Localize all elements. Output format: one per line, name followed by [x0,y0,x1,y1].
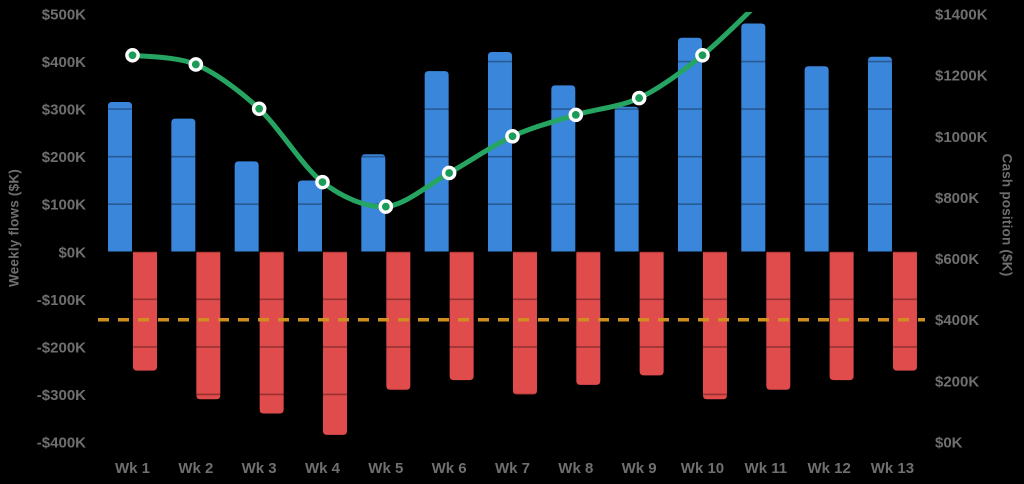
left-tick-label: $400K [42,54,86,71]
inflow-bar-wk-5 [361,154,386,252]
inflow-bar-wk-7 [487,52,512,252]
x-tick-label: Wk 11 [745,460,788,477]
x-tick-label: Wk 13 [871,460,914,477]
outflow-bar-wk-10 [702,251,727,400]
cash-marker-dot [698,51,707,60]
inflow-bar-wk-8 [551,85,576,252]
left-tick-label: $0K [58,244,86,261]
x-tick-label: Wk 3 [242,460,277,477]
outflow-bar-wk-1 [133,251,157,371]
outflow-bar-wk-12 [829,251,854,381]
x-tick-label: Wk 5 [368,460,403,477]
outflow-bar-wk-9 [639,251,664,376]
cash-marker-dot [571,110,580,119]
cash-marker-dot [635,94,644,102]
x-tick-label: Wk 8 [558,460,593,477]
left-tick-label: -$200K [37,339,86,356]
left-tick-label: -$400K [37,435,86,452]
inflow-bar-wk-6 [424,71,449,252]
x-tick-label: Wk 2 [178,460,213,477]
left-tick-label: $300K [42,102,86,119]
gridlines-overlay [95,13,925,443]
cash-marker-dot [128,51,137,60]
cash-marker-dot [508,132,517,141]
outflow-bar-wk-4 [322,251,347,435]
right-tick-label: $1000K [935,129,988,146]
inflow-bar-wk-3 [234,161,259,252]
x-axis-labels: Wk 1 Wk 2 Wk 3 Wk 4 Wk 5 Wk 6 Wk 7 Wk 8 Wk 9 Wk 1… [115,460,914,477]
inflow-bar-wk-12 [804,66,829,252]
right-axis-ticks: $1400K $1200K $1000K $800K $600K $400K $200K $0… [935,7,988,452]
outflow-bar-wk-13 [892,251,917,371]
x-tick-label: Wk 7 [495,460,530,477]
cash-marker-dot [381,202,390,211]
right-tick-label: $0K [935,435,963,452]
right-tick-label: $600K [935,251,979,268]
right-tick-label: $400K [935,312,979,329]
left-tick-label: -$100K [37,292,86,309]
outflow-bar-wk-6 [449,251,474,381]
left-axis-ticks: $500K $400K $300K $200K $100K $0K -$100K -$200K… [37,7,86,452]
right-tick-label: $200K [935,373,979,390]
outflow-bar-wk-3 [259,251,284,414]
inflow-bar-wk-11 [741,23,766,252]
right-tick-label: $800K [935,190,979,207]
inflow-bar-wk-9 [614,106,639,252]
x-tick-label: Wk 10 [681,460,724,477]
inflow-bar-wk-4 [297,180,322,252]
x-tick-label: Wk 6 [432,460,467,477]
cash-marker-dot [318,178,327,187]
cash-line-group [125,0,774,214]
left-tick-label: $500K [42,7,86,24]
x-tick-label: Wk 1 [115,460,150,477]
bars-group [108,23,917,435]
right-tick-label: $1200K [935,68,988,85]
left-tick-label: $100K [42,197,86,214]
left-tick-label: -$300K [37,387,86,404]
inflow-bar-wk-1 [108,101,132,252]
outflow-bar-wk-7 [512,251,537,395]
cash-marker-dot [445,169,454,177]
cash-marker-dot [191,60,200,69]
left-tick-label: $200K [42,149,86,166]
outflow-bar-wk-2 [196,251,221,400]
inflow-bar-wk-10 [677,37,702,252]
x-tick-label: Wk 9 [622,460,657,477]
cash-marker-dot [255,104,264,113]
x-tick-label: Wk 4 [305,460,341,477]
right-tick-label: $1400K [935,7,988,24]
inflow-bar-wk-2 [171,118,196,252]
cash-marker-ring [759,0,774,3]
x-tick-label: Wk 12 [807,460,850,477]
inflow-bar-wk-13 [867,56,892,252]
